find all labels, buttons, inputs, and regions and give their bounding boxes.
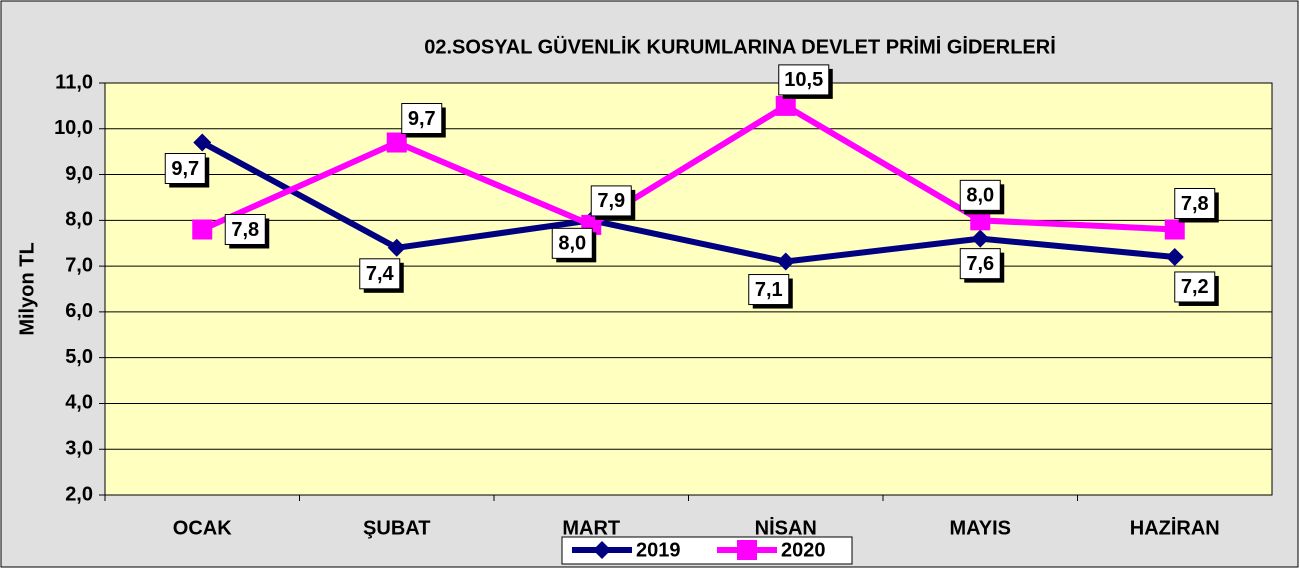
- data-label-box: [778, 64, 830, 96]
- y-tick-label: 2,0: [65, 483, 93, 505]
- series-line: [200, 139, 1176, 265]
- data-label-box: [748, 274, 790, 306]
- x-tick-label: MART: [562, 517, 620, 539]
- data-label-box: [359, 258, 401, 290]
- x-tick-label: HAZİRAN: [1130, 516, 1220, 539]
- data-label: 7,8: [1181, 193, 1209, 215]
- data-label-box: [590, 185, 632, 217]
- data-label: 7,2: [1181, 276, 1209, 298]
- x-tick-label: OCAK: [173, 517, 232, 539]
- y-tick-label: 9,0: [65, 163, 93, 185]
- marker: [970, 210, 991, 231]
- legend-marker: [737, 540, 757, 560]
- chart-title: 02.SOSYAL GÜVENLİK KURUMLARINA DEVLET PR…: [424, 35, 1056, 58]
- data-label-box: [1174, 271, 1216, 303]
- x-tick-label: NİSAN: [755, 516, 817, 539]
- marker: [775, 95, 796, 116]
- data-label: 7,4: [366, 263, 395, 285]
- y-axis-label: Milyon TL: [16, 242, 38, 335]
- plot-area: [104, 82, 1273, 496]
- legend-label: 2020: [781, 539, 826, 561]
- data-label: 7,1: [755, 279, 783, 301]
- y-tick-label: 6,0: [65, 300, 93, 322]
- marker: [386, 132, 407, 153]
- marker: [1164, 219, 1185, 240]
- y-tick-label: 5,0: [65, 346, 93, 368]
- data-label-box: [164, 153, 206, 185]
- marker: [776, 252, 795, 271]
- data-label: 9,7: [171, 158, 199, 180]
- data-label-box: [551, 227, 593, 259]
- data-label-box: [1174, 187, 1216, 219]
- marker: [193, 133, 212, 152]
- x-tick-label: MAYIS: [949, 517, 1011, 539]
- marker: [387, 238, 406, 257]
- y-tick-label: 8,0: [65, 209, 93, 231]
- data-label-box: [959, 248, 1001, 280]
- data-label-box: [401, 103, 443, 135]
- y-tick-label: 3,0: [65, 438, 93, 460]
- y-tick-label: 11,0: [55, 71, 93, 93]
- marker: [971, 229, 990, 248]
- marker: [1165, 247, 1184, 266]
- x-tick-label: ŞUBAT: [363, 517, 430, 539]
- data-label: 10,5: [784, 69, 823, 91]
- data-label: 8,0: [558, 233, 586, 255]
- data-label: 7,6: [966, 253, 994, 275]
- y-tick-label: 7,0: [65, 254, 93, 276]
- legend-box: [561, 536, 853, 565]
- data-label: 7,9: [597, 190, 625, 212]
- y-tick-label: 10,0: [54, 117, 93, 139]
- legend-label: 2019: [636, 539, 681, 561]
- data-label: 8,0: [966, 185, 994, 207]
- data-label-box: [959, 179, 1001, 211]
- y-tick-label: 4,0: [65, 392, 93, 414]
- data-label: 7,8: [231, 219, 259, 241]
- data-label: 9,7: [408, 108, 436, 130]
- marker: [192, 219, 213, 240]
- legend-marker: [593, 541, 611, 559]
- series-line: [201, 102, 1175, 233]
- data-label-box: [224, 213, 266, 245]
